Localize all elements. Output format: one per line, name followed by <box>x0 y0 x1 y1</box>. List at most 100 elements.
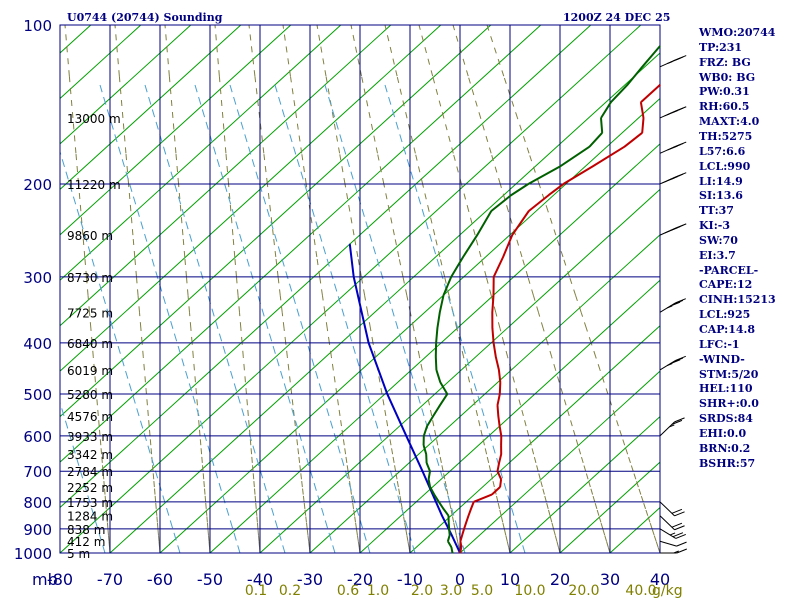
mixing-ratio-label: 5.0 <box>471 583 493 599</box>
moist-adiabat <box>248 24 256 77</box>
mixing-ratio-label: 10.0 <box>514 583 545 599</box>
moist-adiabat <box>90 328 93 343</box>
temperature-line-point <box>491 327 494 329</box>
moist-adiabat <box>132 235 136 258</box>
moist-adiabat <box>551 356 557 371</box>
dewpoint-line-point <box>450 276 452 278</box>
moist-adiabat <box>429 405 433 417</box>
index-entry: TH:5275 <box>699 129 753 143</box>
skewed-isotherm <box>59 24 192 145</box>
temperature-line-point <box>496 404 499 406</box>
parcel-line-point <box>451 534 453 536</box>
index-entry: PW:0.31 <box>699 85 750 99</box>
moist-adiabat <box>206 515 208 523</box>
moist-adiabat <box>336 393 339 406</box>
moist-adiabat <box>255 501 257 509</box>
wind-barb-flag <box>676 541 687 547</box>
moist-adiabat <box>440 462 444 472</box>
dewpoint-line-point <box>601 132 603 134</box>
moist-adiabat <box>537 471 541 480</box>
moist-adiabat <box>207 528 209 536</box>
temperature-line-point <box>659 84 661 86</box>
moist-adiabat <box>432 76 445 119</box>
temperature-line-point <box>499 381 501 383</box>
moist-adiabat <box>197 415 200 427</box>
moist-adiabat <box>486 454 490 463</box>
temperature-line-point <box>641 132 643 134</box>
moist-adiabat <box>240 328 243 343</box>
mixing-ratio-label: 2.0 <box>411 583 433 599</box>
moist-adiabat <box>589 486 594 495</box>
moist-adiabat <box>367 312 371 329</box>
moist-adiabat <box>134 256 137 277</box>
moist-adiabat <box>399 494 402 502</box>
moist-adiabat <box>419 356 423 370</box>
index-entry: LCL:990 <box>699 159 751 173</box>
dewpoint-line-point <box>527 183 530 185</box>
dewpoint-line-point <box>428 478 430 480</box>
dewpoint-line-point <box>429 486 431 488</box>
height-label: 4576 m <box>67 410 113 424</box>
moist-adiabat <box>393 462 397 472</box>
index-entry: KI:-3 <box>699 219 730 233</box>
moist-adiabat <box>324 312 328 329</box>
moist-adiabat <box>203 479 205 488</box>
moist-adiabat <box>101 454 103 463</box>
height-label: 3933 m <box>67 430 113 444</box>
moist-adiabat <box>467 76 482 119</box>
moist-adiabat <box>538 183 549 212</box>
dewpoint-line-point <box>436 327 439 329</box>
moist-adiabat <box>154 494 157 502</box>
wind-barb-half <box>669 532 676 536</box>
moist-adiabat <box>396 479 399 488</box>
moist-adiabat <box>235 276 239 296</box>
mixing-ratio-label: 1.0 <box>367 583 389 599</box>
moist-adiabat <box>413 327 418 343</box>
index-entry: -WIND- <box>699 352 745 366</box>
moist-adiabat <box>352 501 355 509</box>
moist-adiabat <box>510 369 515 383</box>
moist-adiabat <box>571 425 576 437</box>
moist-adiabat <box>372 342 376 357</box>
moist-adiabat <box>383 405 387 416</box>
moist-adiabat <box>361 76 371 119</box>
moist-adiabat <box>146 405 149 416</box>
moist-adiabat <box>152 471 155 480</box>
pressure-tick-label: 400 <box>23 335 52 353</box>
moist-adiabat <box>585 471 589 480</box>
temperature-tick-label: 40 <box>650 570 670 589</box>
index-entry: SRDS:84 <box>699 412 753 426</box>
moist-adiabat <box>551 522 555 529</box>
mixing-ratio-labels: 0.1 0.2 0.6 1.0 2.0 3.0 5.0 10.0 20.0 40.0 <box>245 583 657 599</box>
moist-adiabat <box>562 256 571 278</box>
temperature-tick-label: -10 <box>397 570 423 589</box>
moist-adiabat <box>137 295 140 313</box>
moist-adiabat <box>135 276 139 296</box>
wind-barb <box>659 141 687 154</box>
moist-adiabat <box>241 342 244 357</box>
dewpoint-line-point <box>462 256 464 258</box>
moist-adiabat <box>97 415 100 427</box>
temperature-line-point <box>640 101 642 103</box>
dewpoint-line-point <box>439 404 441 406</box>
moist-adiabat <box>108 541 111 548</box>
moist-adiabat <box>433 426 437 436</box>
moist-adiabat <box>530 445 535 455</box>
index-entry: WB0: BG <box>699 70 756 84</box>
height-label: 5 m <box>67 547 90 561</box>
moist-adiabat <box>539 479 543 488</box>
moist-adiabat <box>94 382 97 395</box>
moist-adiabat <box>103 479 105 488</box>
moist-adiabat <box>356 535 359 542</box>
moist-adiabat <box>250 445 253 455</box>
skewed-isotherm <box>59 24 292 236</box>
moist-adiabat <box>617 425 623 437</box>
moist-adiabat <box>294 426 297 436</box>
temperature-line-point <box>491 493 493 496</box>
moist-adiabat <box>444 276 450 296</box>
wind-barb <box>659 55 687 68</box>
moist-adiabat <box>585 327 592 344</box>
moist-adiabat <box>495 312 501 329</box>
wind-barb <box>659 501 685 517</box>
dewpoint-line-point <box>433 493 435 496</box>
